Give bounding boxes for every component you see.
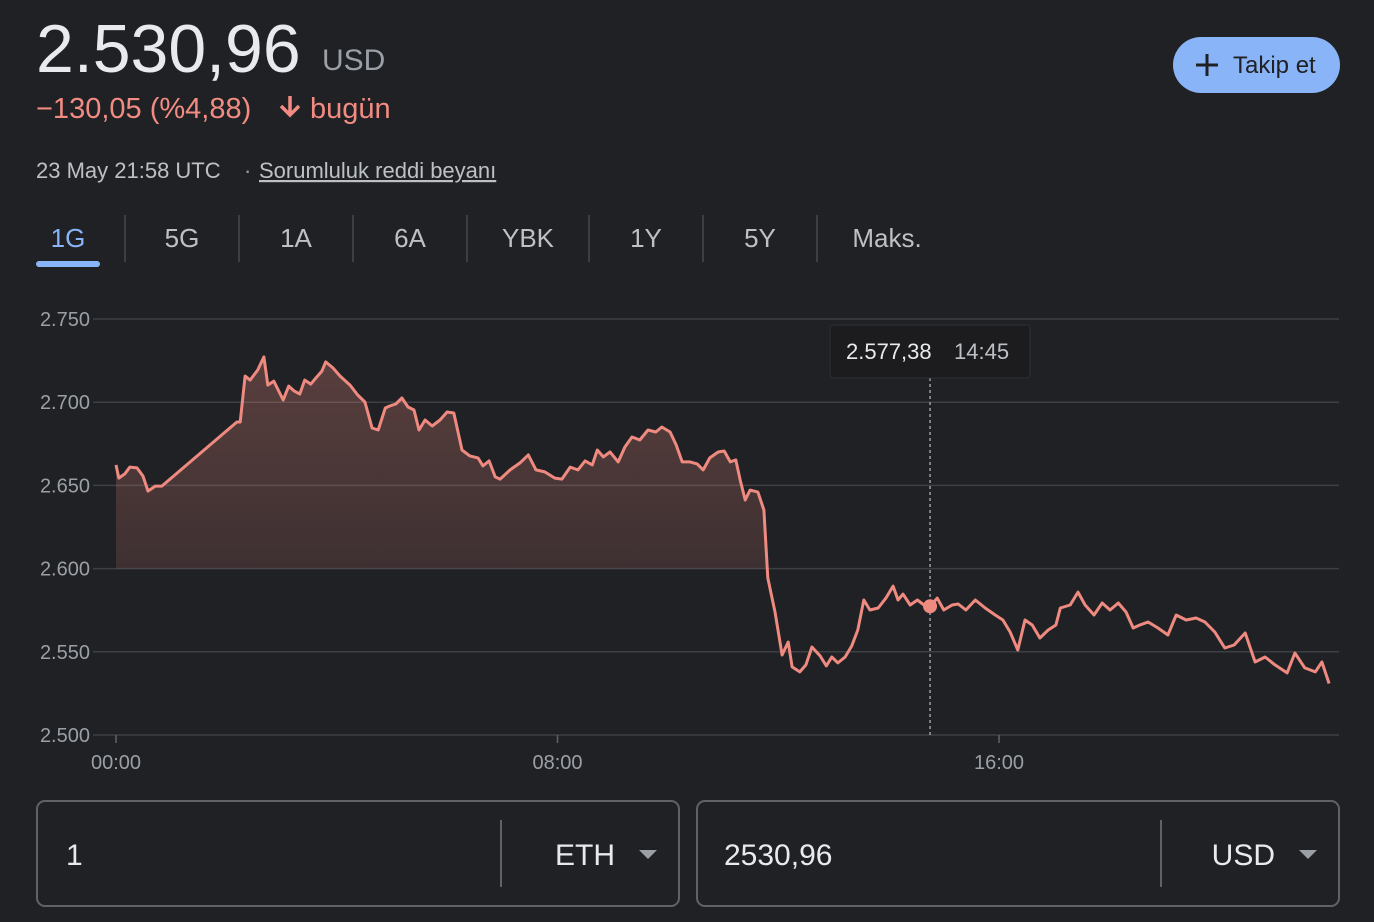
- currency: USD: [322, 44, 385, 77]
- tab[interactable]: YBK: [502, 223, 555, 253]
- timestamp: 23 May 21:58 UTC: [36, 158, 221, 183]
- button-bg[interactable]: [1173, 37, 1340, 93]
- dropdown-arrow[interactable]: [1299, 850, 1317, 859]
- separator: ·: [244, 158, 251, 183]
- chart: 2.500 2.550 2.600 2.650 2.700 2.750 00:00 08:00…: [40, 309, 1339, 774]
- currency-select[interactable]: USD: [1212, 839, 1275, 872]
- x-tick-label: 16:00: [974, 752, 1024, 774]
- dropdown-arrow[interactable]: [639, 850, 657, 859]
- tabs: 1G 5G 1A 6A YBK 1Y 5Y Maks.: [36, 215, 922, 267]
- change-period: bugün: [310, 93, 391, 125]
- down-arrow: [279, 96, 301, 118]
- tab[interactable]: 1Y: [630, 223, 662, 253]
- disclaimer-link[interactable]: Sorumluluk reddi beyanı: [259, 158, 496, 183]
- tooltip-box: [829, 324, 1031, 379]
- active-tab-indicator: [36, 261, 100, 267]
- amount-input[interactable]: 1: [66, 839, 83, 872]
- input-box: [696, 800, 1340, 907]
- tab[interactable]: 5Y: [744, 223, 776, 253]
- plus-icon: [1196, 54, 1218, 76]
- input-box: [36, 800, 680, 907]
- tooltip-time: 14:45: [954, 339, 1009, 364]
- y-tick-label: 2.500: [40, 725, 90, 747]
- tab[interactable]: Maks.: [852, 223, 921, 253]
- converter-to: 2530,96 USD: [696, 800, 1340, 907]
- tab[interactable]: 6A: [394, 223, 426, 253]
- y-tick-label: 2.650: [40, 475, 90, 497]
- tab[interactable]: 5G: [165, 223, 200, 253]
- change: −130,05 (%4,88): [36, 93, 251, 125]
- y-tick-label: 2.700: [40, 392, 90, 414]
- area-fill: [116, 356, 768, 569]
- follow-button[interactable]: Takip et: [1173, 37, 1340, 93]
- tab[interactable]: 1A: [280, 223, 312, 253]
- y-tick-label: 2.750: [40, 309, 90, 331]
- tab[interactable]: 1G: [51, 223, 86, 253]
- currency-select[interactable]: ETH: [555, 839, 615, 872]
- y-tick-label: 2.600: [40, 559, 90, 581]
- x-tick-label: 08:00: [532, 752, 582, 774]
- y-tick-label: 2.550: [40, 642, 90, 664]
- price-line: [114, 355, 1331, 684]
- tooltip-value: 2.577,38: [846, 339, 932, 364]
- converter-from: 1 ETH: [36, 800, 680, 907]
- hover-point: [923, 599, 938, 614]
- x-tick-label: 00:00: [91, 752, 141, 774]
- button-label[interactable]: Takip et: [1233, 52, 1316, 79]
- amount-input[interactable]: 2530,96: [724, 839, 832, 872]
- price: 2.530,96: [36, 11, 301, 87]
